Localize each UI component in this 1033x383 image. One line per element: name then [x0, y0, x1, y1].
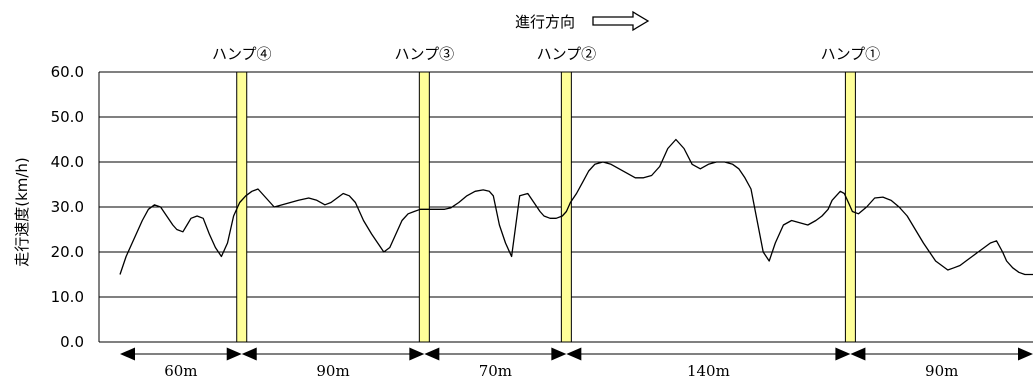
direction-arrow-icon	[592, 10, 650, 32]
interval-label: 90m	[316, 362, 349, 380]
arrow-left-icon	[120, 347, 135, 361]
series-layer	[119, 138, 1033, 276]
hump-bar	[560, 71, 572, 343]
hump-bar	[418, 71, 430, 343]
hump-label: ハンプ④	[212, 45, 272, 63]
interval-layer: 60m 90m 70m 140m 90m	[120, 347, 1033, 380]
hump-label: ハンプ②	[537, 45, 597, 63]
arrow-left-icon	[566, 347, 582, 361]
arrow-left-icon	[850, 347, 866, 361]
y-tick-label: 10.0	[51, 288, 84, 306]
speed-series-line	[119, 138, 1033, 276]
arrow-left-icon	[241, 347, 257, 361]
interval-label: 60m	[164, 362, 197, 380]
y-tick-label: 0.0	[60, 333, 84, 351]
y-tick-label: 30.0	[51, 198, 84, 216]
y-axis-title: 走行速度(km/h)	[13, 157, 31, 267]
arrow-right-icon	[835, 347, 851, 361]
hump-bar	[236, 71, 248, 343]
interval-label: 90m	[925, 362, 958, 380]
interval-label: 140m	[687, 362, 730, 380]
y-tick-label: 20.0	[51, 243, 84, 261]
y-tick-labels: 60.0 50.0 40.0 30.0 20.0 10.0 0.0	[51, 63, 84, 351]
arrow-left-icon	[424, 347, 440, 361]
arrow-right-icon	[409, 347, 425, 361]
arrow-right-icon	[226, 347, 242, 361]
hump-label: ハンプ①	[821, 45, 881, 63]
y-tick-label: 50.0	[51, 108, 84, 126]
y-tick-label: 40.0	[51, 153, 84, 171]
arrow-right-icon	[1018, 347, 1033, 361]
direction-label: 進行方向	[515, 13, 575, 31]
arrow-right-icon	[551, 347, 567, 361]
hump-label: ハンプ③	[395, 45, 455, 63]
y-tick-label: 60.0	[51, 63, 84, 81]
interval-label: 70m	[479, 362, 512, 380]
